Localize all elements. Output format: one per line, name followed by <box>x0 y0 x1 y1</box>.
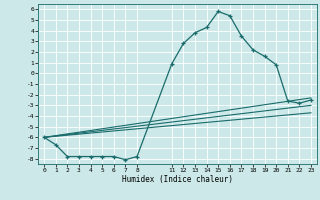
X-axis label: Humidex (Indice chaleur): Humidex (Indice chaleur) <box>122 175 233 184</box>
